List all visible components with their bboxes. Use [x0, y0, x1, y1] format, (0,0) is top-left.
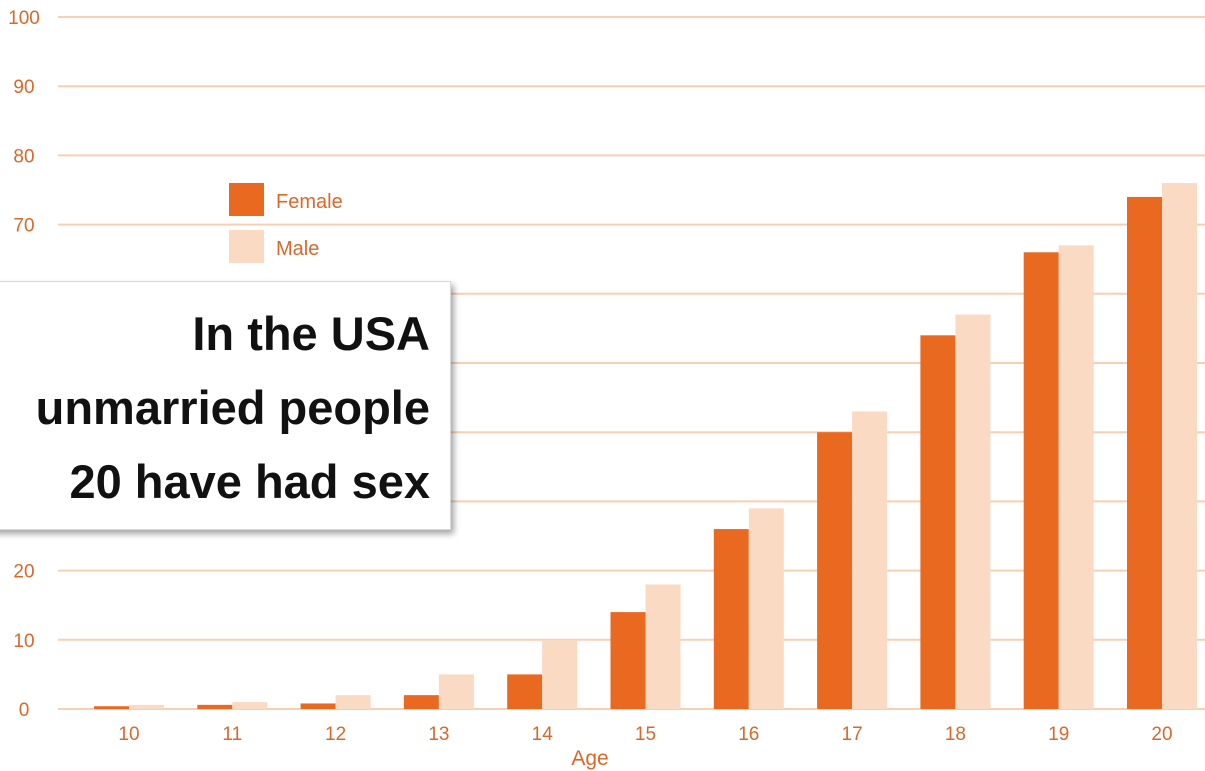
x-tick-label: 17 [842, 724, 863, 745]
legend-label-male: Male [276, 238, 319, 260]
bar-female-12 [300, 703, 336, 709]
bar-male-19 [1058, 245, 1094, 710]
bar-male-20 [1162, 183, 1197, 709]
bar-female-10 [94, 706, 129, 709]
bar-male-17 [852, 411, 888, 709]
legend-swatch-female [229, 183, 264, 216]
bar-female-19 [1023, 252, 1059, 709]
x-tick-label: 10 [118, 724, 139, 745]
bar-male-16 [748, 508, 784, 709]
caption-line-3: 20 have had sex [69, 455, 430, 508]
caption-line-1: In the USA [192, 307, 430, 360]
x-tick-label: 16 [738, 724, 759, 745]
legend-label-female: Female [276, 191, 343, 213]
bar-male-14 [542, 639, 578, 709]
x-tick-label: 19 [1048, 724, 1069, 745]
x-axis-ticks: 10 11 12 13 14 15 16 17 18 19 20 [118, 724, 1172, 745]
x-axis-title: Age [571, 747, 608, 770]
bar-female-16 [713, 529, 749, 709]
bar-male-11 [232, 702, 268, 709]
y-tick-label: 10 [13, 631, 34, 652]
bar-female-20 [1127, 196, 1162, 710]
bar-male-15 [645, 584, 681, 709]
bar-female-15 [610, 612, 646, 709]
y-tick-label: 100 [8, 8, 40, 29]
x-tick-label: 13 [428, 724, 449, 745]
y-tick-label: 90 [13, 77, 34, 98]
x-tick-label: 11 [222, 724, 242, 745]
legend-swatch-male [229, 230, 264, 263]
y-tick-label: 70 [13, 216, 34, 237]
bar-male-13 [438, 674, 474, 709]
bar-female-18 [920, 335, 956, 709]
caption-line-2: unmarried people [35, 381, 430, 434]
bars [94, 183, 1197, 710]
legend: Female Male [229, 183, 343, 263]
bar-male-10 [129, 704, 164, 709]
x-tick-label: 20 [1151, 724, 1172, 745]
x-tick-label: 12 [325, 724, 346, 745]
caption-overlay: In the USA unmarried people 20 have had … [0, 281, 451, 530]
bar-male-18 [955, 314, 991, 709]
bar-female-13 [403, 695, 439, 709]
x-tick-label: 14 [532, 724, 554, 745]
x-tick-label: 18 [945, 724, 966, 745]
y-tick-label: 20 [13, 562, 34, 583]
bar-female-14 [507, 674, 543, 709]
bar-male-12 [335, 695, 371, 709]
x-tick-label: 15 [635, 724, 656, 745]
bar-female-17 [817, 432, 853, 709]
y-tick-label: 80 [13, 146, 34, 167]
y-tick-label: 0 [19, 700, 30, 721]
bar-female-11 [197, 704, 233, 709]
